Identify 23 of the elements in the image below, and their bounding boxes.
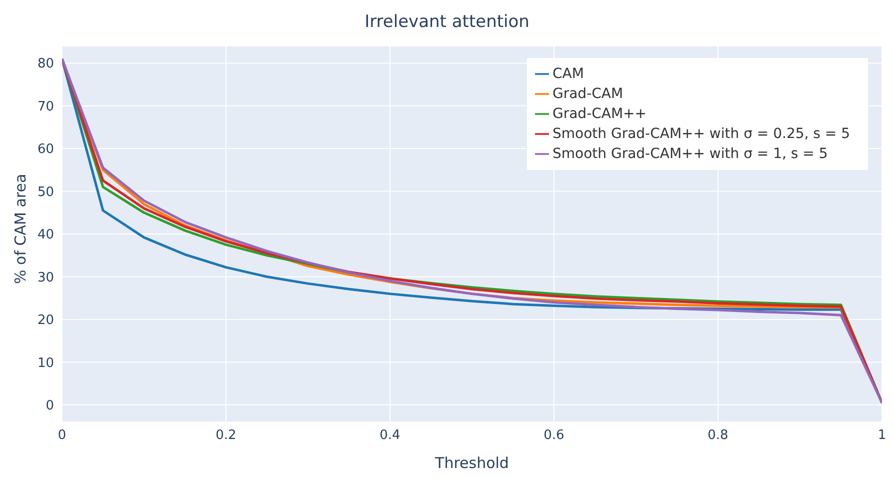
- x-tick-label: 0.8: [708, 428, 728, 444]
- y-tick-label: 10: [37, 356, 54, 371]
- y-tick-label: 70: [37, 99, 54, 114]
- x-tick-label: 0.6: [544, 428, 564, 444]
- y-tick-label: 0: [46, 398, 54, 414]
- y-tick-label: 20: [37, 313, 54, 328]
- legend-label: CAM: [552, 66, 584, 82]
- x-axis-title: Threshold: [434, 454, 509, 472]
- legend-label: Smooth Grad-CAM++ with σ = 1, s = 5: [552, 146, 828, 162]
- x-tick-label: 1: [878, 428, 886, 444]
- legend-label: Grad-CAM++: [552, 106, 647, 122]
- x-tick-label: 0.2: [216, 428, 236, 444]
- chart-title: Irrelevant attention: [364, 11, 530, 34]
- x-tick-label: 0.4: [380, 428, 400, 444]
- legend-label: Smooth Grad-CAM++ with σ = 0.25, s = 5: [552, 126, 850, 142]
- y-tick-label: 80: [37, 56, 54, 72]
- y-tick-label: 40: [37, 228, 54, 243]
- y-tick-label: 60: [37, 142, 54, 158]
- x-tick-label: 0: [58, 428, 66, 444]
- legend-label: Grad-CAM: [552, 86, 624, 102]
- y-tick-label: 50: [37, 184, 54, 200]
- y-tick-label: 30: [37, 270, 54, 286]
- y-axis-title: % of CAM area: [11, 174, 30, 284]
